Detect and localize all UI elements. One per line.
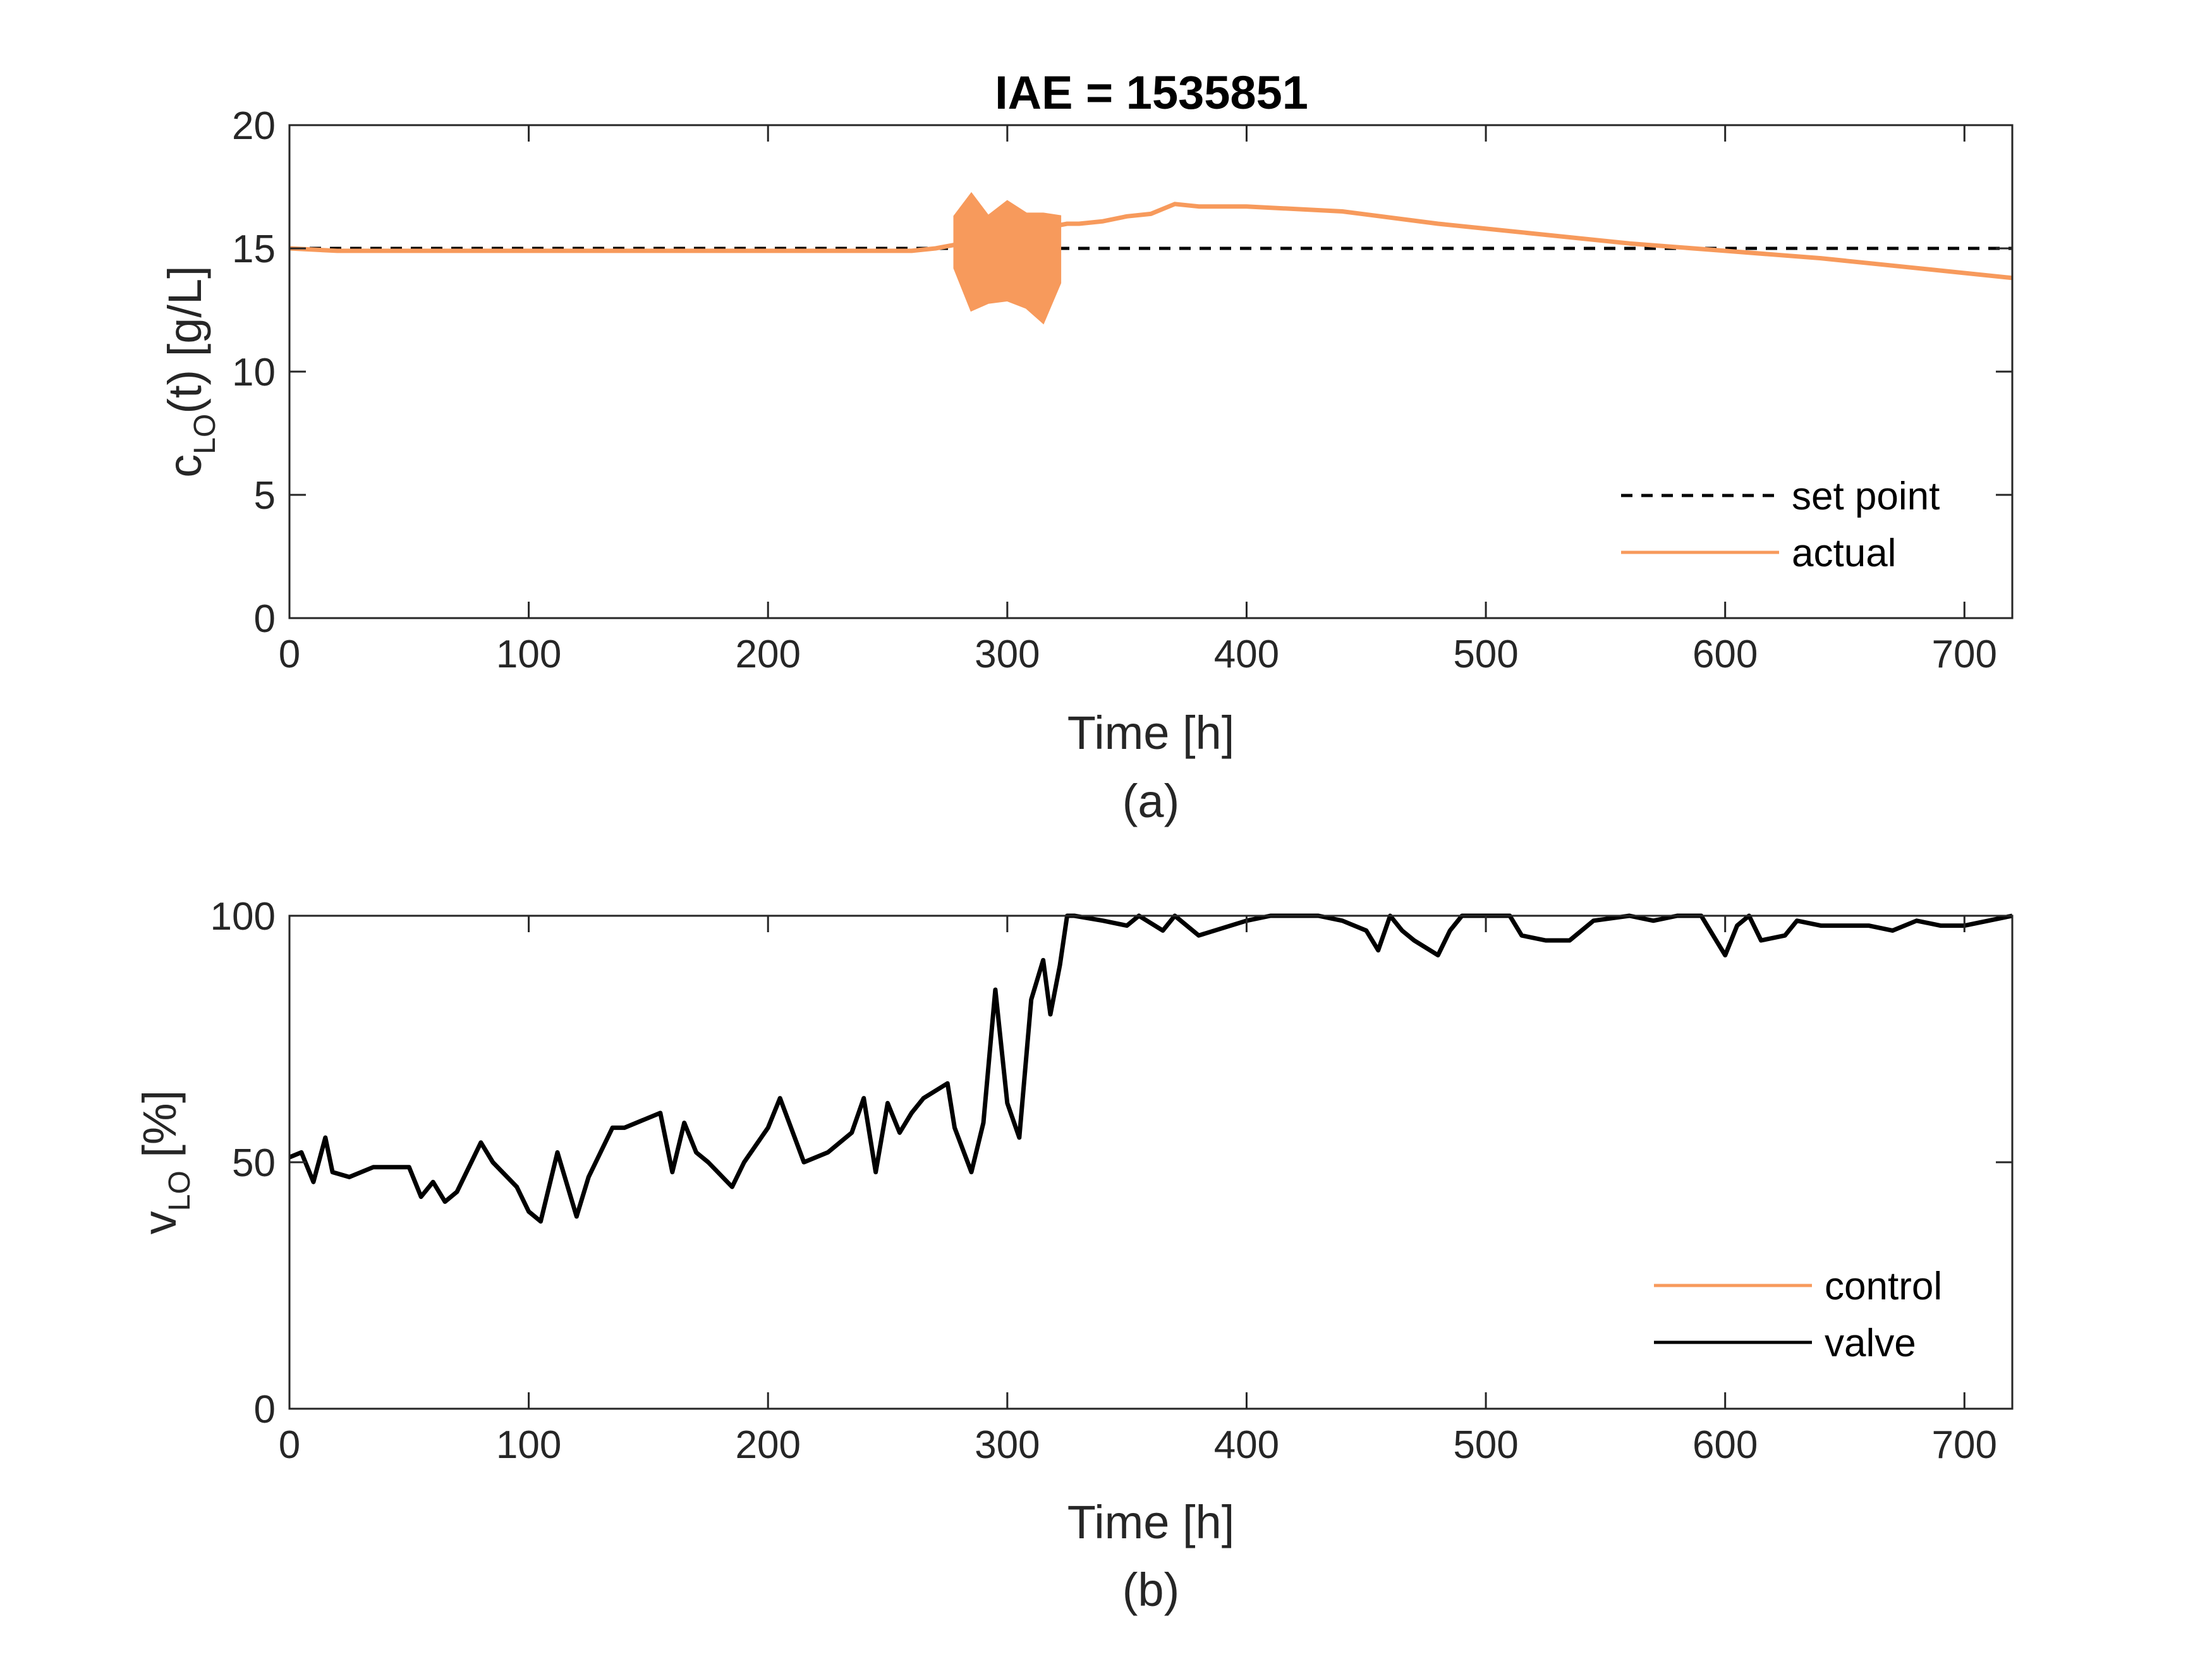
panel-b-legend-label-valve: valve bbox=[1825, 1322, 1916, 1365]
panel-b-caption: (b) bbox=[1122, 1564, 1179, 1616]
panel-b-x-tick-label: 400 bbox=[1214, 1423, 1279, 1467]
panel-a-y-axis-label-rest: (t) [g/L] bbox=[159, 265, 211, 413]
panel-b-x-tick-label: 700 bbox=[1932, 1423, 1997, 1467]
panel-a-axes-box bbox=[288, 124, 2014, 619]
panel-b-y-axis-label-rest: [%] bbox=[133, 1090, 186, 1170]
panel-b-legend: control valve bbox=[1654, 1265, 1942, 1365]
panel-b-axes-box bbox=[288, 915, 2014, 1410]
panel-b-y-tick-label: 50 bbox=[232, 1141, 276, 1185]
panel-b-x-axis-label: Time [h] bbox=[1067, 1496, 1235, 1548]
panel-a-y-axis-label-sub: LO bbox=[188, 414, 222, 454]
panel-b-x-tick-label: 200 bbox=[735, 1423, 800, 1467]
panel-a-x-tick-label: 500 bbox=[1453, 633, 1518, 676]
panel-a-title: IAE = 1535851 bbox=[995, 66, 1308, 119]
panel-b-y-tick-label: 100 bbox=[210, 895, 276, 939]
panel-a-x-tick-label: 400 bbox=[1214, 633, 1279, 676]
panel-a-x-tick-label: 0 bbox=[279, 633, 300, 676]
panel-a-y-tick-label: 0 bbox=[254, 597, 276, 641]
panel-a-x-tick-label: 700 bbox=[1932, 633, 1997, 676]
panel-a-x-tick-label: 100 bbox=[496, 633, 561, 676]
panel-b-x-tick-label: 600 bbox=[1692, 1423, 1758, 1467]
panel-a-legend: set point actual bbox=[1621, 475, 1940, 575]
panel-a-y-tick-label: 20 bbox=[232, 104, 276, 148]
panel-a-y-tick-label: 15 bbox=[232, 228, 276, 271]
panel-b-y-axis-label-main: v bbox=[133, 1211, 186, 1234]
panel-a-caption: (a) bbox=[1122, 775, 1179, 827]
panel-a-plot-area bbox=[289, 191, 2012, 325]
panel-b-x-tick-label: 500 bbox=[1453, 1423, 1518, 1467]
panel-b-x-tick-label: 300 bbox=[975, 1423, 1040, 1467]
panel-a-y-tick-label: 10 bbox=[232, 351, 276, 394]
panel-a-series-actual-oscillation-band bbox=[953, 191, 1062, 325]
panel-a-x-tick-label: 200 bbox=[735, 633, 800, 676]
panel-b: 0 100 200 300 400 500 600 700 0 50 100 Time [h] vLO … bbox=[133, 895, 2014, 1616]
panel-a-x-tick-label: 600 bbox=[1692, 633, 1758, 676]
panel-a-x-axis-label: Time [h] bbox=[1067, 707, 1235, 759]
panel-b-y-tick-label: 0 bbox=[254, 1388, 276, 1431]
panel-a-series-actual bbox=[289, 202, 2012, 281]
panel-a-legend-label-set-point: set point bbox=[1792, 475, 1940, 518]
panel-b-y-axis-label: vLO [%] bbox=[133, 1090, 197, 1235]
panel-a: IAE = 1535851 0 100 200 300 400 500 600 700 0 5 10… bbox=[159, 66, 2014, 827]
panel-b-legend-label-control: control bbox=[1825, 1265, 1942, 1308]
panel-b-x-tick-label: 100 bbox=[496, 1423, 561, 1467]
panel-a-y-axis-label: cLO(t) [g/L] bbox=[159, 265, 222, 477]
panel-a-legend-label-actual: actual bbox=[1792, 532, 1896, 575]
panel-b-x-tick-label: 0 bbox=[279, 1423, 300, 1467]
panel-b-plot-area bbox=[289, 913, 2012, 1224]
panel-a-y-tick-label: 5 bbox=[254, 474, 276, 518]
panel-b-series-valve bbox=[289, 913, 2012, 1224]
panel-a-y-axis-label-main: c bbox=[159, 454, 211, 478]
panel-a-x-tick-label: 300 bbox=[975, 633, 1040, 676]
panel-b-y-axis-label-sub: LO bbox=[163, 1170, 197, 1211]
